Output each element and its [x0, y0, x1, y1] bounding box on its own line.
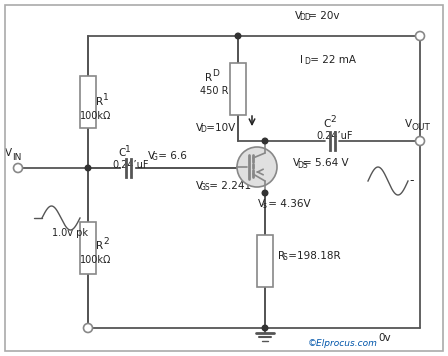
Text: OUT: OUT: [412, 124, 431, 132]
Text: V: V: [148, 151, 155, 161]
Text: 2: 2: [103, 237, 108, 246]
Text: R: R: [96, 97, 103, 107]
Text: = 5.64 V: = 5.64 V: [303, 158, 349, 168]
Text: R: R: [205, 73, 212, 83]
Text: 0.24’uF: 0.24’uF: [316, 131, 353, 141]
Bar: [80, 76, 96, 128]
Text: D: D: [304, 58, 310, 67]
Text: = 22 mA: = 22 mA: [307, 55, 356, 65]
Text: V: V: [405, 119, 412, 129]
Text: = 2.241: = 2.241: [206, 181, 251, 191]
Circle shape: [235, 33, 241, 39]
Text: I: I: [300, 55, 303, 65]
Text: R: R: [96, 241, 103, 251]
Text: S: S: [282, 253, 287, 262]
Text: =10V: =10V: [203, 123, 235, 133]
Text: ©Elprocus.com: ©Elprocus.com: [308, 340, 378, 349]
Text: 1: 1: [103, 94, 109, 103]
Circle shape: [13, 163, 22, 173]
Text: 100kΩ: 100kΩ: [80, 255, 112, 265]
Text: V: V: [196, 181, 203, 191]
Circle shape: [262, 138, 268, 144]
Text: C: C: [118, 148, 125, 158]
Text: 1.0v pk: 1.0v pk: [52, 228, 88, 238]
Text: GS: GS: [200, 183, 211, 193]
Text: D: D: [212, 69, 219, 79]
Text: V: V: [295, 11, 302, 21]
Text: 100kΩ: 100kΩ: [80, 111, 112, 121]
Circle shape: [415, 31, 425, 41]
Bar: [80, 222, 96, 274]
Text: V: V: [258, 199, 265, 209]
Circle shape: [237, 147, 277, 187]
Text: G: G: [152, 153, 158, 162]
Text: 0.24’uF: 0.24’uF: [112, 160, 148, 170]
Text: V: V: [5, 148, 12, 158]
Bar: [257, 235, 273, 287]
Text: C: C: [323, 119, 330, 129]
Circle shape: [85, 165, 91, 171]
Text: D: D: [200, 126, 206, 135]
Text: R: R: [278, 251, 285, 261]
Circle shape: [83, 324, 92, 333]
Text: IN: IN: [12, 152, 22, 162]
Text: =198.18R: =198.18R: [285, 251, 340, 261]
Circle shape: [262, 190, 268, 196]
Text: = 4.36V: = 4.36V: [265, 199, 310, 209]
Text: = 6.6: = 6.6: [155, 151, 187, 161]
Circle shape: [262, 325, 268, 331]
Text: 2: 2: [330, 115, 336, 125]
Bar: [230, 63, 246, 115]
Text: -: -: [409, 174, 414, 188]
Text: 1: 1: [125, 145, 131, 153]
Text: DS: DS: [297, 161, 308, 169]
Text: 0v: 0v: [378, 333, 391, 343]
Text: = 20v: = 20v: [305, 11, 339, 21]
Text: 450 R: 450 R: [200, 86, 228, 96]
Text: V: V: [196, 123, 203, 133]
Circle shape: [415, 136, 425, 146]
Text: V: V: [293, 158, 300, 168]
Text: s: s: [262, 201, 266, 210]
Text: DD: DD: [299, 14, 311, 22]
